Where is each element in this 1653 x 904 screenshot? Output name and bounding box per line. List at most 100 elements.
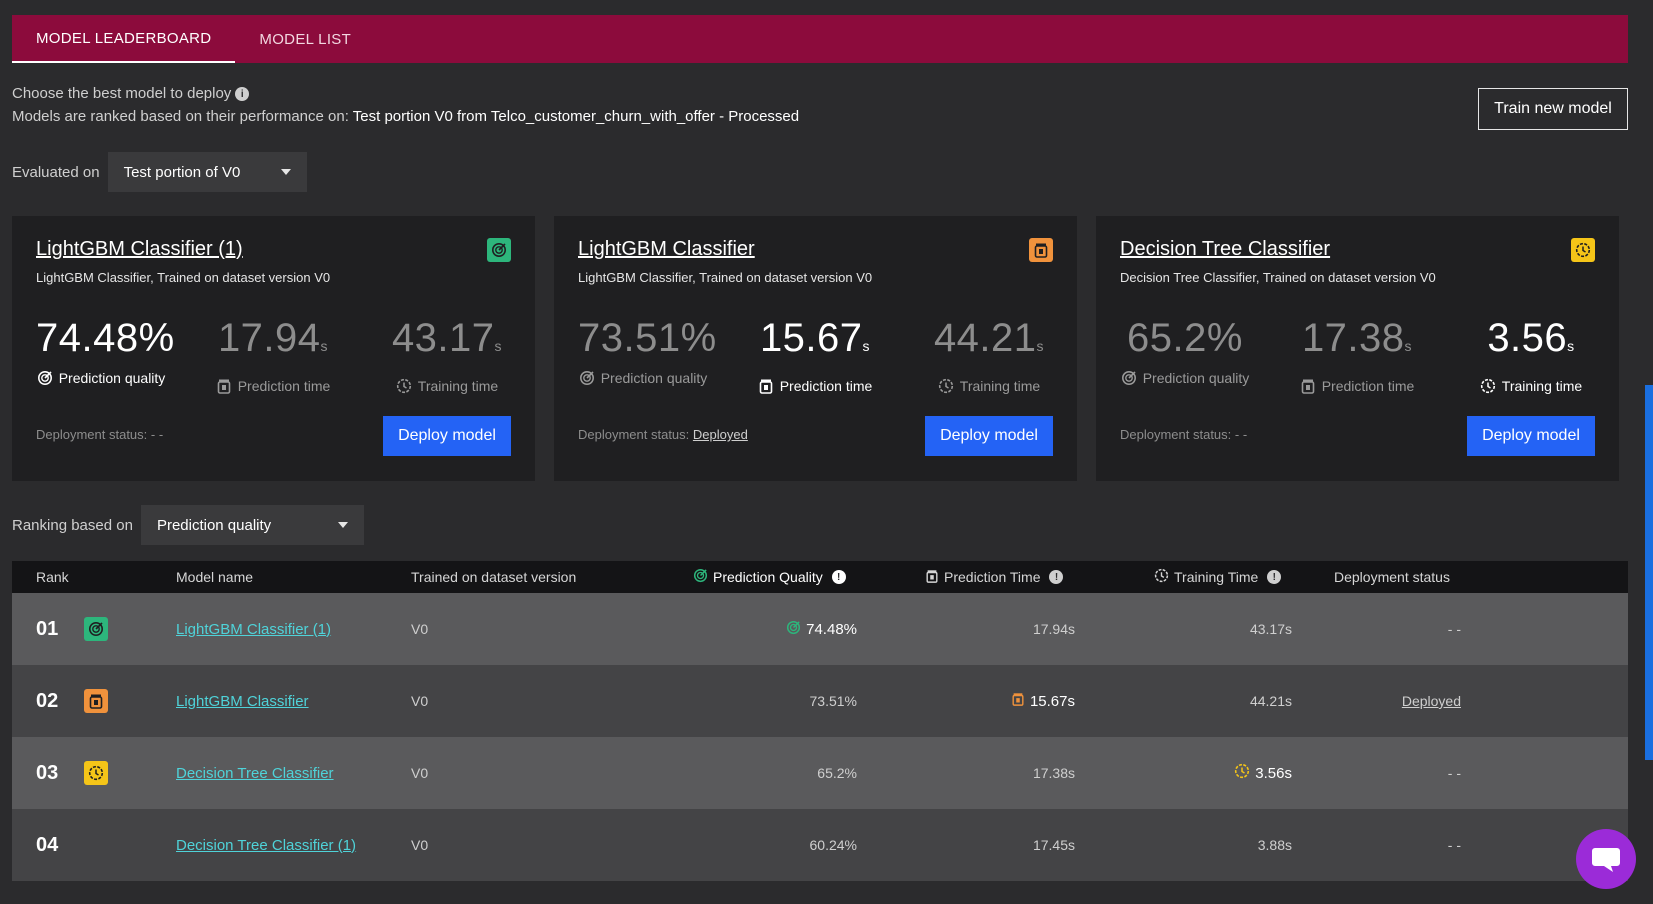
row-prediction-quality: 65.2% bbox=[817, 765, 857, 781]
card-model-title[interactable]: Decision Tree Classifier bbox=[1120, 238, 1331, 260]
table-header: Rank Model name Trained on dataset versi… bbox=[12, 561, 1628, 593]
metric-prediction-time-value: 17.38s bbox=[1301, 316, 1413, 360]
prediction-quality-icon bbox=[37, 370, 53, 386]
metric-training-time-value: 43.17s bbox=[391, 316, 503, 360]
header-deployment-status: Deployment status bbox=[1334, 569, 1450, 585]
header-prediction-quality[interactable]: Prediction Quality ! bbox=[693, 568, 846, 586]
table-row: 04 Decision Tree Classifier (1) V0 60.24… bbox=[12, 809, 1628, 881]
row-badge bbox=[84, 593, 108, 665]
metric-prediction-time-label: Prediction time bbox=[208, 378, 338, 394]
row-prediction-time: 17.45s bbox=[1032, 837, 1075, 853]
info-icon[interactable]: ! bbox=[1049, 570, 1064, 584]
row-prediction-quality: 60.24% bbox=[809, 837, 857, 853]
tab-model-list[interactable]: MODEL LIST bbox=[259, 30, 352, 48]
model-card: LightGBM Classifier LightGBM Classifier,… bbox=[554, 216, 1077, 481]
row-rank: 04 bbox=[36, 833, 59, 856]
card-model-subtitle: LightGBM Classifier, Trained on dataset … bbox=[36, 270, 331, 285]
model-name-link[interactable]: Decision Tree Classifier bbox=[176, 764, 334, 782]
training-time-icon bbox=[84, 761, 108, 785]
train-new-model-button[interactable]: Train new model bbox=[1478, 88, 1628, 130]
metric-prediction-time-label: Prediction time bbox=[1292, 378, 1422, 394]
evaluated-on-select[interactable]: Test portion of V0 bbox=[107, 152, 307, 192]
tab-model-leaderboard[interactable]: MODEL LEADERBOARD bbox=[12, 15, 236, 63]
metric-prediction-quality-label: Prediction quality bbox=[36, 370, 166, 386]
metric-prediction-quality-value: 65.2% bbox=[1127, 316, 1243, 360]
model-name-link[interactable]: LightGBM Classifier bbox=[176, 692, 309, 710]
model-card: Decision Tree Classifier Decision Tree C… bbox=[1096, 216, 1619, 481]
model-name-link[interactable]: Decision Tree Classifier (1) bbox=[176, 836, 357, 854]
intro-text: Choose the best model to deploy i Models … bbox=[12, 82, 799, 128]
metric-prediction-quality: 65.2% Prediction quality bbox=[1120, 316, 1250, 386]
header-training-time-label: Training Time bbox=[1174, 569, 1259, 585]
row-dataset-version: V0 bbox=[411, 765, 429, 781]
metric-training-time: 3.56s Training time bbox=[1466, 316, 1596, 394]
training-time-icon bbox=[1154, 568, 1169, 586]
prediction-time-icon bbox=[84, 689, 108, 713]
leaderboard-table: Rank Model name Trained on dataset versi… bbox=[12, 561, 1628, 881]
metric-prediction-quality-value: 74.48% bbox=[36, 316, 175, 360]
deploy-model-button[interactable]: Deploy model bbox=[383, 416, 511, 456]
row-training-time: 3.56s bbox=[1142, 737, 1292, 809]
row-prediction-time: 15.67s bbox=[922, 665, 1075, 737]
metric-training-time-label: Training time bbox=[382, 378, 512, 394]
deployment-status-value: - - bbox=[150, 427, 164, 442]
info-icon[interactable]: i bbox=[235, 87, 250, 102]
metric-prediction-time-value: 15.67s bbox=[759, 316, 871, 360]
prediction-time-icon bbox=[758, 378, 774, 394]
ranking-value: Prediction quality bbox=[156, 516, 272, 534]
row-badge bbox=[84, 665, 108, 737]
deployment-status-value: - - bbox=[1447, 765, 1461, 781]
row-model-name: LightGBM Classifier (1) bbox=[176, 593, 331, 665]
scrollbar-thumb[interactable] bbox=[1645, 385, 1653, 760]
card-deployment-status: Deployment status: - - bbox=[36, 427, 164, 442]
header-prediction-time[interactable]: Prediction Time ! bbox=[925, 569, 1064, 586]
prediction-time-icon bbox=[216, 378, 232, 394]
metric-training-time-value: 44.21s bbox=[933, 316, 1045, 360]
row-deployment-status: - - bbox=[1334, 809, 1461, 881]
header-prediction-quality-label: Prediction Quality bbox=[713, 569, 823, 585]
metric-prediction-time: 17.94s Prediction time bbox=[208, 316, 338, 394]
training-time-icon bbox=[938, 378, 954, 394]
deploy-model-button[interactable]: Deploy model bbox=[925, 416, 1053, 456]
training-time-icon bbox=[396, 378, 412, 394]
row-deployment-status: - - bbox=[1334, 737, 1461, 809]
metric-prediction-quality: 73.51% Prediction quality bbox=[578, 316, 717, 386]
prediction-time-icon bbox=[925, 569, 939, 586]
row-badge bbox=[84, 737, 108, 809]
chat-button[interactable] bbox=[1576, 829, 1636, 889]
deployment-status-value: - - bbox=[1234, 427, 1248, 442]
header-training-time[interactable]: Training Time ! bbox=[1154, 568, 1282, 586]
quality-icon bbox=[84, 617, 108, 641]
header-dataset-version: Trained on dataset version bbox=[411, 569, 577, 585]
info-icon[interactable]: ! bbox=[831, 570, 846, 584]
card-model-title[interactable]: LightGBM Classifier bbox=[578, 238, 755, 260]
card-model-title[interactable]: LightGBM Classifier (1) bbox=[36, 238, 243, 260]
quality-icon bbox=[786, 620, 801, 639]
chat-icon bbox=[1592, 848, 1620, 872]
prediction-quality-icon bbox=[579, 370, 595, 386]
deployment-status-value: - - bbox=[1447, 837, 1461, 853]
deploy-model-button[interactable]: Deploy model bbox=[1467, 416, 1595, 456]
prediction-time-icon bbox=[1029, 238, 1053, 262]
metric-prediction-quality-value: 73.51% bbox=[578, 316, 717, 360]
evaluation-dataset-name: Test portion V0 from Telco_customer_chur… bbox=[352, 108, 800, 125]
row-rank: 03 bbox=[36, 761, 59, 784]
model-name-link[interactable]: LightGBM Classifier (1) bbox=[176, 620, 332, 638]
ranking-label: Ranking based on bbox=[12, 516, 133, 534]
row-model-name: Decision Tree Classifier (1) bbox=[176, 809, 356, 881]
training-time-icon bbox=[1480, 378, 1496, 394]
info-icon[interactable]: ! bbox=[1267, 570, 1282, 584]
deployment-status-value[interactable]: Deployed bbox=[1401, 693, 1461, 709]
table-row: 02 LightGBM Classifier V0 73.51% 15.67s … bbox=[12, 665, 1628, 737]
header-model-name: Model name bbox=[176, 569, 254, 585]
ranking-select[interactable]: Prediction quality bbox=[140, 505, 364, 545]
metric-training-time: 43.17s Training time bbox=[382, 316, 512, 394]
training-time-icon bbox=[1571, 238, 1595, 262]
deployment-status-value[interactable]: Deployed bbox=[692, 427, 748, 442]
quality-icon bbox=[693, 568, 708, 586]
metric-prediction-time: 15.67s Prediction time bbox=[750, 316, 880, 394]
metric-prediction-quality-label: Prediction quality bbox=[1120, 370, 1250, 386]
intro-line-2-prefix: Models are ranked based on their perform… bbox=[12, 108, 349, 125]
evaluated-on-label: Evaluated on bbox=[12, 163, 100, 181]
metric-training-time: 44.21s Training time bbox=[924, 316, 1054, 394]
